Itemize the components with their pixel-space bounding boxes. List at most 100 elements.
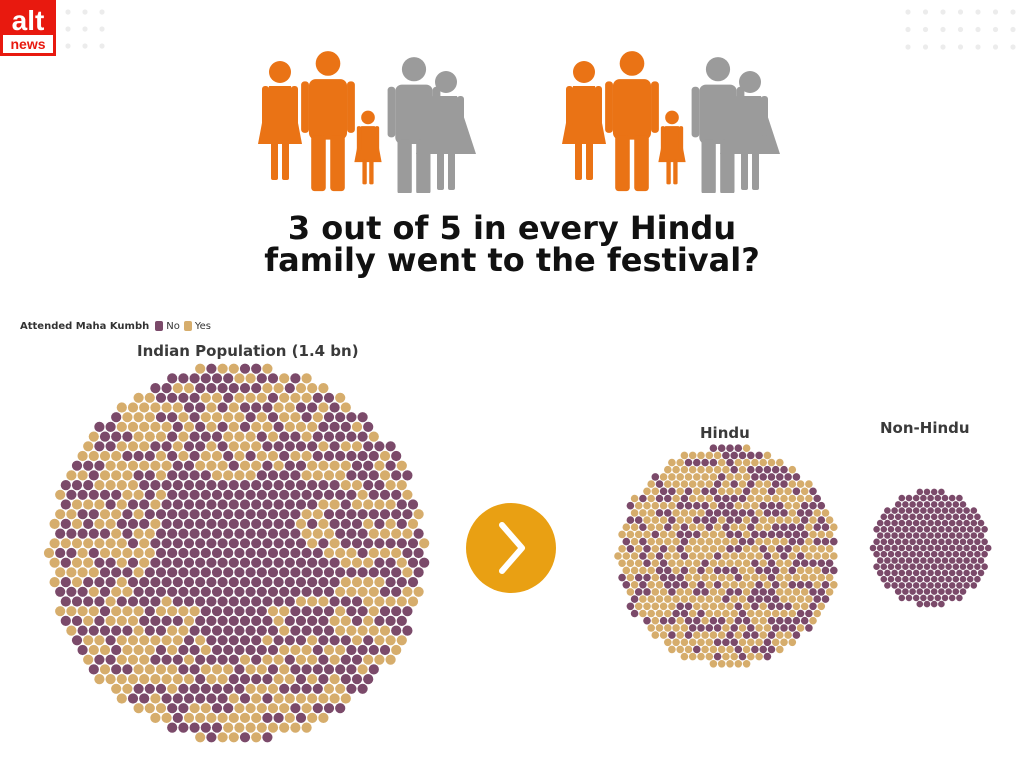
dot-yes <box>379 625 391 636</box>
dot-no <box>902 588 909 595</box>
dot-yes <box>279 412 290 423</box>
dot-yes <box>684 516 693 524</box>
dot-no <box>941 569 949 577</box>
dot-yes <box>763 494 772 503</box>
dot-no <box>239 596 251 607</box>
dot-no <box>701 501 709 510</box>
dot-no <box>759 645 767 654</box>
dot-no <box>189 431 200 442</box>
dot-no <box>290 431 301 442</box>
dot-yes <box>742 444 751 453</box>
dot-no <box>223 606 234 617</box>
dot-no <box>323 431 335 442</box>
dot-no <box>717 444 726 453</box>
chart-legend: Attended Maha Kumbh No Yes <box>20 319 211 333</box>
dot-no <box>155 528 167 539</box>
dot-no <box>722 494 730 503</box>
dot-no <box>206 363 217 374</box>
dot-yes <box>680 638 689 647</box>
dot-no <box>821 523 830 531</box>
dot-no <box>898 519 906 527</box>
dot-no <box>726 631 734 639</box>
dot-yes <box>144 644 155 656</box>
dot-no <box>873 526 880 533</box>
dot-no <box>323 664 335 675</box>
dot-no <box>200 470 211 481</box>
dot-no <box>956 507 963 514</box>
dot-yes <box>307 635 318 646</box>
dot-no <box>934 507 942 514</box>
dot-yes <box>178 450 189 462</box>
dot-yes <box>127 654 139 665</box>
dot-no <box>884 507 891 514</box>
dot-yes <box>318 712 329 724</box>
dot-yes <box>279 606 290 617</box>
dot-yes <box>672 523 680 531</box>
dot-yes <box>340 402 351 413</box>
dot-no <box>876 519 884 527</box>
dot-no <box>821 566 830 575</box>
dot-no <box>948 507 956 514</box>
dot-yes <box>234 722 245 733</box>
dot-yes <box>351 635 363 646</box>
dot-no <box>693 588 701 596</box>
next-arrow-button[interactable] <box>466 503 556 593</box>
dot-no <box>920 494 927 502</box>
dot-no <box>312 450 323 462</box>
dot-yes <box>200 664 211 675</box>
dot-no <box>655 494 664 503</box>
dot-no <box>307 480 318 491</box>
dot-yes <box>705 537 714 546</box>
dot-yes <box>200 412 211 423</box>
dot-yes <box>346 586 357 597</box>
dot-no <box>200 528 211 539</box>
dot-no <box>111 412 122 423</box>
dot-no <box>267 664 279 675</box>
dot-yes <box>655 537 664 546</box>
dot-yes <box>71 518 83 530</box>
dot-yes <box>279 373 290 384</box>
dot-no <box>643 545 651 553</box>
dot-yes <box>183 383 195 394</box>
dot-yes <box>722 465 730 474</box>
dot-no <box>402 625 413 636</box>
dot-no <box>664 523 672 531</box>
dot-yes <box>211 450 223 462</box>
dot-no <box>825 559 834 567</box>
dot-no <box>206 693 217 704</box>
dot-yes <box>759 631 767 639</box>
dot-no <box>800 516 809 524</box>
dot-yes <box>161 635 172 646</box>
dot-cluster-1 <box>614 444 838 668</box>
dot-no <box>88 547 99 559</box>
dot-no <box>626 545 635 553</box>
dot-no <box>211 431 223 442</box>
dot-no <box>189 509 200 520</box>
dot-no <box>927 569 934 577</box>
dot-no <box>784 545 792 553</box>
dot-yes <box>709 545 718 553</box>
dot-no <box>167 703 178 714</box>
dot-no <box>374 615 385 627</box>
dot-yes <box>622 523 631 531</box>
dot-no <box>239 577 251 588</box>
dot-no <box>150 480 161 491</box>
dot-yes <box>279 625 290 636</box>
dot-no <box>930 600 938 608</box>
dot-yes <box>150 635 161 646</box>
dot-no <box>251 402 262 413</box>
dot-no <box>122 664 133 675</box>
dot-yes <box>155 470 167 481</box>
dot-no <box>963 569 970 577</box>
dot-yes <box>195 363 206 374</box>
dot-no <box>206 635 217 646</box>
dot-yes <box>639 566 647 575</box>
dot-yes <box>262 363 273 374</box>
dot-yes <box>105 460 116 471</box>
dot-yes <box>88 644 99 656</box>
dot-yes <box>664 624 672 632</box>
dot-no <box>912 494 920 502</box>
dot-no <box>217 538 228 549</box>
dot-no <box>767 501 776 510</box>
dot-yes <box>407 596 419 607</box>
